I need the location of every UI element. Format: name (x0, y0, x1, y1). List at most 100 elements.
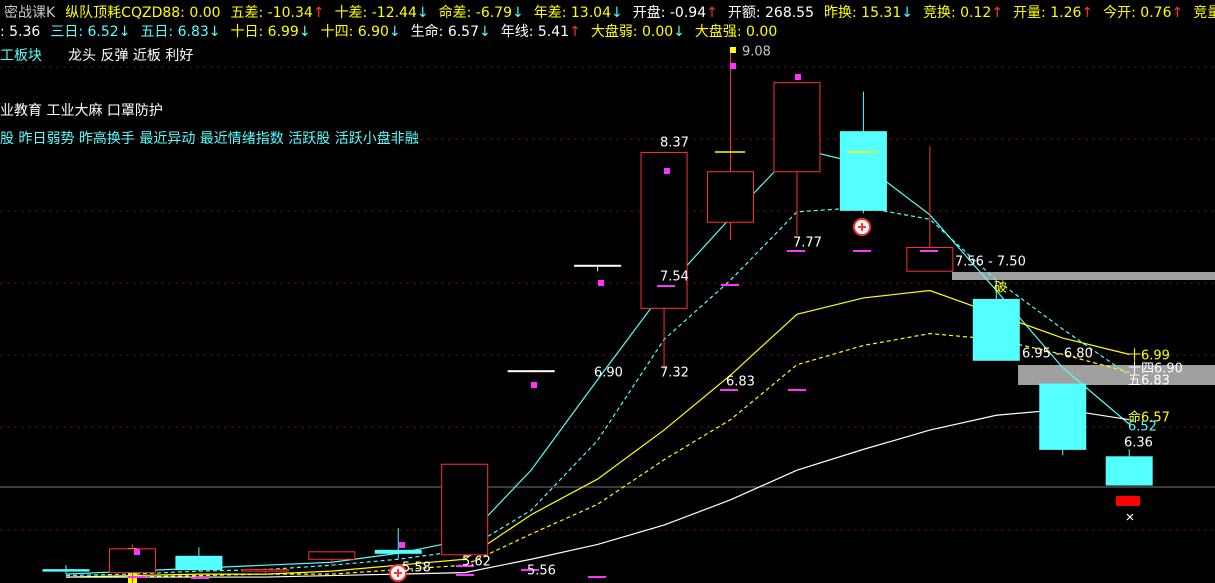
candle-body (574, 264, 622, 267)
trend-arrow: ↑ (1171, 5, 1184, 21)
markers (128, 466, 1140, 583)
header-item: 开额: 268.55 (728, 4, 814, 22)
ma-line (65, 147, 1130, 575)
header-item: 密战课K (4, 4, 55, 22)
trend-arrow: ↑ (706, 5, 718, 21)
header-text: 开量: 1.26 (1013, 5, 1082, 21)
header-item: 三日: 6.52↓ (50, 23, 130, 41)
price-label: 7.32 (660, 366, 689, 381)
header-item: 生命: 6.57↓ (411, 23, 491, 41)
header-item: 五差: -10.34↑ (231, 4, 325, 22)
price-label: 破 (994, 281, 1007, 296)
header-item: 大盘强: 0.00 (695, 23, 777, 41)
plus-icon (394, 569, 402, 577)
header-item: 命差: -6.79↓ (439, 4, 524, 22)
signal-dot (730, 47, 736, 53)
header-text: 年差: 13.04 (533, 5, 611, 21)
candle-body (839, 131, 887, 211)
candle-body (441, 463, 489, 556)
header-text: 生命: 6.57 (410, 24, 479, 40)
plus-icon (858, 223, 866, 231)
trend-arrow: ↓ (388, 24, 401, 40)
price-label: 7.77 (793, 236, 822, 251)
price-label: 十四6.90 (1128, 362, 1183, 377)
trend-arrow: ↓ (479, 24, 491, 40)
header-item: 开盘: -0.94↑ (633, 4, 718, 22)
signal-dot (531, 382, 537, 388)
candle-body (1105, 456, 1153, 486)
price-label: 7.54 (660, 270, 689, 285)
price-label: 7.56 - 7.50 (955, 255, 1026, 270)
price-label: 十6.99 (1128, 349, 1170, 364)
price-label: 9.08 (742, 45, 771, 60)
header-item: 纵队顶耗CQZD88: 0.00 (65, 4, 220, 22)
candle-body (972, 298, 1020, 361)
header-text: 竞换: 0.12 (922, 5, 992, 21)
header-text: : 5.36 (0, 24, 41, 40)
signal-dot (134, 549, 140, 555)
header-text: 大盘强: 0.00 (694, 24, 778, 40)
candle-body (374, 549, 422, 554)
trend-arrow: ↑ (312, 5, 325, 21)
candle-body (108, 548, 156, 574)
tag-row: 股 昨日弱势 昨高换手 最近异动 最近情绪指数 活跃股 活跃小盘非融 (0, 130, 419, 148)
header-text: 昨换: 15.31 (824, 5, 902, 21)
trend-arrow: ↑ (1081, 5, 1094, 21)
price-label: 8.37 (660, 136, 689, 151)
sector-row: 工板块 龙头 反弹 近板 利好 (0, 47, 193, 65)
price-label: 6.90 (594, 366, 623, 381)
price-label: 6.95 - 6.80 (1022, 347, 1093, 362)
header-item: 今开: 0.76↑ (1103, 4, 1183, 22)
ma-line (66, 332, 1130, 578)
price-label: 命6.57 (1128, 410, 1170, 426)
signal-dot (399, 542, 405, 548)
price-label: 6.52 (1128, 420, 1157, 435)
header-text: 密战课K (4, 5, 56, 21)
header-text: 五日: 6.83 (140, 24, 209, 40)
trend-arrow: ↓ (416, 5, 429, 21)
header-text: 开额: 268.55 (727, 5, 814, 21)
candle-body (773, 82, 821, 173)
header-text: 十日: 6.99 (230, 24, 299, 40)
candle-body (640, 151, 688, 309)
header-text: 五差: -10.34 (230, 5, 313, 21)
signal-dot (598, 280, 604, 286)
header-item: 十差: -12.44↓ (335, 4, 429, 22)
header-item: 五日: 6.83↓ (140, 23, 220, 41)
price-label: 5.62 (462, 555, 491, 570)
header-text: 开盘: -0.94 (632, 5, 707, 21)
signal-dot (664, 168, 670, 174)
header-text: 三日: 6.52 (50, 24, 119, 40)
concepts: 业教育 工业大麻 口罩防护 (0, 103, 163, 119)
trend-arrow: ↓ (610, 5, 623, 21)
trend-arrow: ↓ (118, 24, 131, 40)
trend-arrow: ↓ (901, 5, 913, 21)
header-item: 年差: 13.04↓ (534, 4, 623, 22)
resistance-band (952, 272, 1215, 280)
header-text: 今开: 0.76 (1103, 5, 1172, 21)
candle-body (241, 569, 289, 572)
trend-arrow: ↓ (298, 24, 311, 40)
price-label: 6.36 (1124, 436, 1153, 451)
ma-line (65, 289, 1130, 578)
tags: 股 昨日弱势 昨高换手 最近异动 最近情绪指数 活跃股 活跃小盘非融 (0, 131, 419, 147)
cross-icon (1126, 513, 1134, 521)
header-item: : 5.36 (0, 23, 40, 41)
sector-label: 工板块 (0, 48, 42, 64)
candle-body (906, 246, 954, 272)
header-text: 命差: -6.79 (438, 5, 512, 21)
trend-arrow: ↓ (673, 24, 685, 40)
trend-arrow: ↑ (569, 24, 581, 40)
candle-body (1039, 383, 1087, 450)
candle-body (175, 555, 223, 571)
header-item: 开量: 1.26↑ (1013, 4, 1093, 22)
header-row: : 5.36 三日: 6.52↓ 五日: 6.83↓ 十日: 6.99↓ 十四: 6.9… (0, 23, 777, 41)
marker (1116, 496, 1140, 506)
header-text: 十四: 6.90 (320, 24, 389, 40)
header-item: 十日: 6.99↓ (231, 23, 311, 41)
header-item: 竞换: 0.12↑ (923, 4, 1003, 22)
header-item: 竞量: 0. (1193, 4, 1215, 22)
trend-arrow: ↓ (208, 24, 221, 40)
ma-line (66, 408, 1130, 578)
tags: 龙头 反弹 近板 利好 (68, 48, 194, 64)
